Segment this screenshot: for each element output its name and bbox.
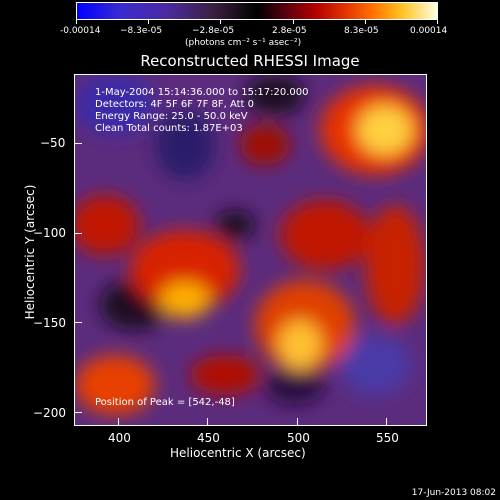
colorbar-tickmark [220,20,221,24]
image-title: Reconstructed RHESSI Image [140,52,360,70]
x-tickmark [207,418,208,426]
y-tickmark [74,233,82,234]
y-tickmark [74,322,82,323]
colorbar-tick-label: -0.00014 [60,26,101,36]
colorbar-tickmark [148,20,149,24]
emission-blobs [75,75,426,415]
y-axis-label: Heliocentric Y (arcsec) [23,184,37,320]
colorbar-tickmark [365,20,366,24]
y-tick-label: −200 [33,406,66,420]
colorbar-tick-label: 0.00014 [410,26,448,36]
y-tickmark [74,143,82,144]
peak-position: Position of Peak = [542,-48] [95,397,235,408]
x-axis-label: Heliocentric X (arcsec) [170,446,306,460]
x-tickmark [386,418,387,426]
x-tick-label: 450 [197,431,220,445]
image-map [75,75,426,425]
y-tick-label: −100 [33,226,66,240]
info-detectors: Detectors: 4F 5F 6F 7F 8F, Att 0 [95,99,255,110]
colorbar-tickmark [437,20,438,24]
colorbar-unit: (photons cm⁻² s⁻¹ asec⁻²) [185,38,302,48]
y-tick-label: −50 [40,136,66,150]
x-tick-label: 550 [376,431,399,445]
timestamp: 17-Jun-2013 08:02 [411,488,496,498]
colorbar-tick-label: 2.8e-05 [272,26,307,36]
x-tick-label: 400 [108,431,131,445]
info-time-range: 1-May-2004 15:14:36.000 to 15:17:20.000 [95,87,309,98]
colorbar-tickmark [293,20,294,24]
y-tickmark [74,412,82,413]
colorbar-tickmark [76,20,77,24]
info-clean-counts: Clean Total counts: 1.87E+03 [95,123,243,134]
colorbar [76,2,438,20]
y-tick-label: −150 [33,316,66,330]
x-tickmark [118,418,119,426]
colorbar-tick-label: −2.8e-05 [192,26,235,36]
colorbar-tick-label: 8.3e-05 [344,26,379,36]
colorbar-tick-label: −8.3e-05 [120,26,163,36]
info-energy-range: Energy Range: 25.0 - 50.0 keV [95,111,248,122]
x-tick-label: 500 [287,431,310,445]
rhessi-image: 1-May-2004 15:14:36.000 to 15:17:20.000 … [74,74,427,426]
x-tickmark [297,418,298,426]
